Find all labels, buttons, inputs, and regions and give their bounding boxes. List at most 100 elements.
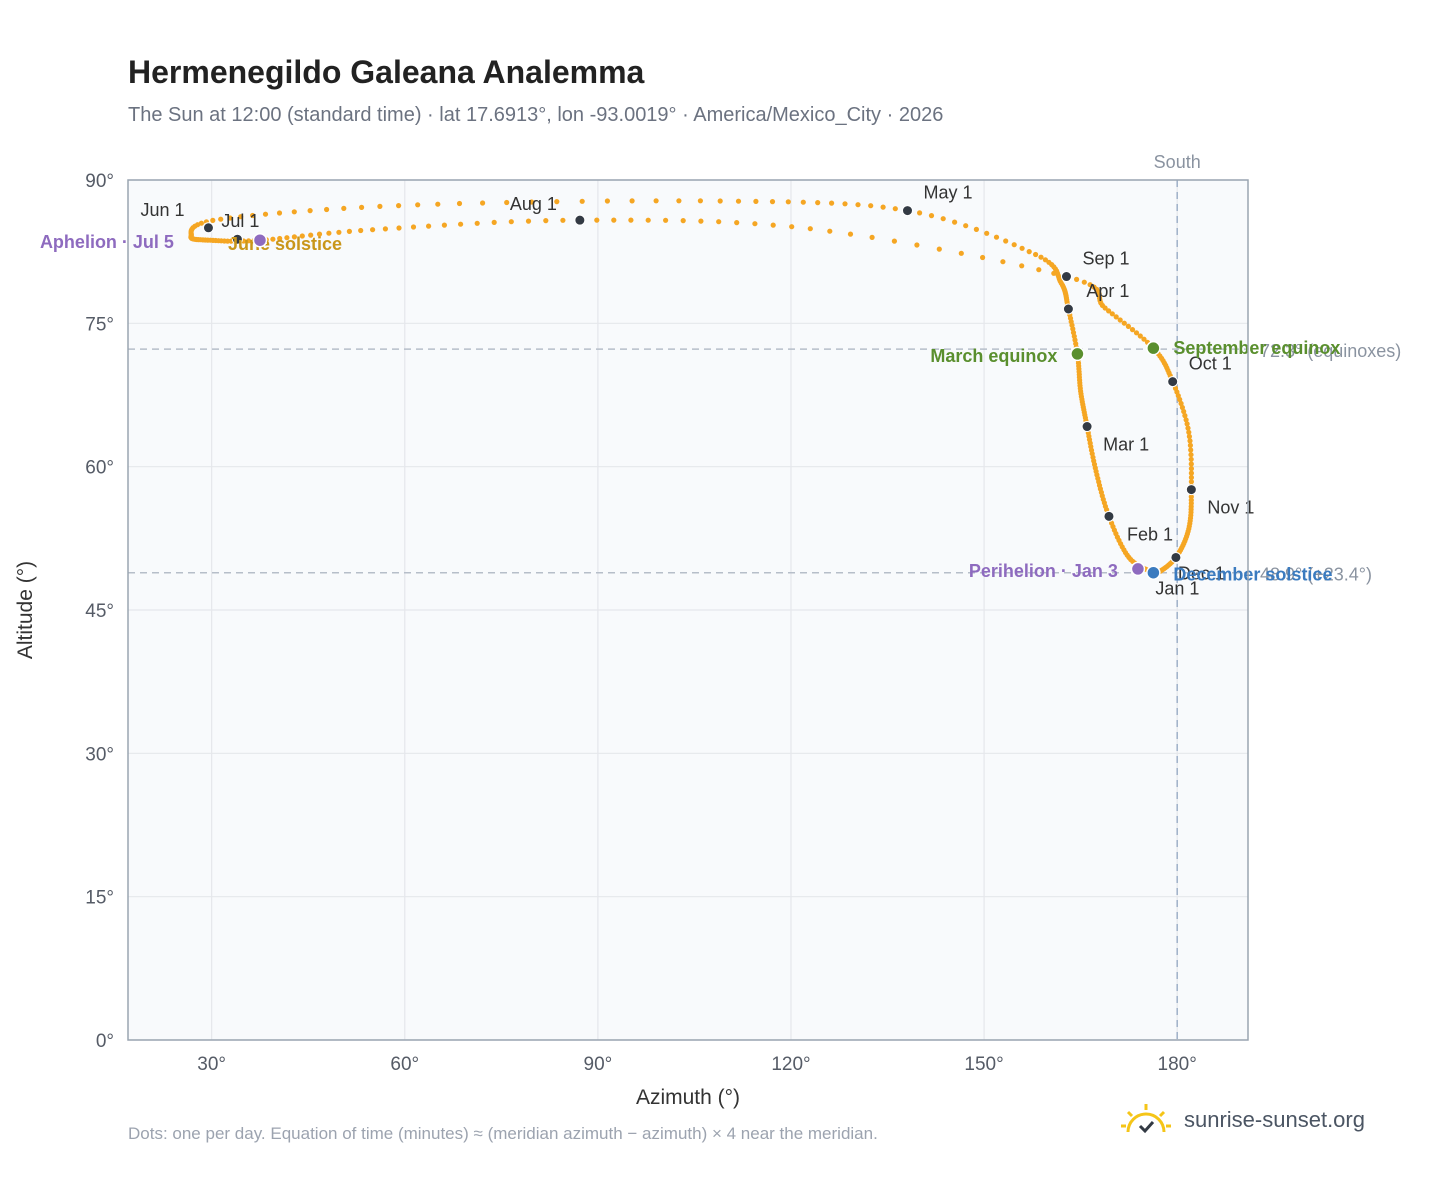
chart-title: Hermenegildo Galeana Analemma xyxy=(128,54,645,90)
brand-text: sunrise-sunset.org xyxy=(1184,1107,1365,1132)
event-markers: March equinox September equinox December s… xyxy=(40,232,1340,585)
daily-dot xyxy=(1102,305,1108,311)
reference-lines: South 72.3° (equinoxes) 48.9° (+23.4°) xyxy=(128,152,1401,1040)
daily-dot xyxy=(1011,242,1017,248)
daily-dot xyxy=(1184,421,1190,427)
daily-dot xyxy=(560,217,566,223)
footnote: Dots: one per day. Equation of time (min… xyxy=(128,1124,878,1143)
daily-dot xyxy=(611,217,617,223)
daily-dot xyxy=(308,232,314,238)
month-marker xyxy=(231,233,243,245)
daily-dot xyxy=(940,216,946,222)
daily-dot xyxy=(842,201,848,207)
daily-dot xyxy=(980,254,986,261)
daily-dot xyxy=(359,204,365,210)
daily-dot xyxy=(276,210,283,216)
daily-dot xyxy=(1109,311,1115,317)
daily-dot xyxy=(752,221,758,227)
daily-dot xyxy=(525,218,532,224)
event-label: December solstice xyxy=(1173,565,1332,585)
daily-dot xyxy=(769,199,776,205)
daily-dot xyxy=(307,208,313,214)
daily-dot xyxy=(246,238,252,244)
month-label: Jan 1 xyxy=(1155,579,1199,599)
daily-dot xyxy=(917,210,923,216)
daily-dot xyxy=(1081,279,1087,285)
daily-dot xyxy=(604,198,611,204)
daily-dot xyxy=(1188,456,1194,462)
daily-dot xyxy=(543,218,549,224)
daily-dot xyxy=(1187,438,1193,444)
daily-dot xyxy=(1051,270,1057,276)
daily-dot xyxy=(676,198,682,204)
daily-dot xyxy=(952,219,958,225)
month-markers: Jan 1 Feb 1 Mar 1 Apr 1 May 1 Jun 1 Jul 1 Aug 1… xyxy=(140,183,1254,599)
y-tick-label: 45° xyxy=(85,601,114,622)
daily-dot xyxy=(1038,254,1044,260)
daily-dot xyxy=(973,226,980,232)
daily-dot xyxy=(370,227,376,233)
daily-dot xyxy=(829,200,835,206)
event-marker xyxy=(1146,565,1161,580)
y-tick-label: 75° xyxy=(85,314,114,335)
daily-dot xyxy=(326,230,332,236)
daily-dot xyxy=(1188,452,1194,458)
daily-dot xyxy=(891,238,898,244)
daily-dot xyxy=(653,198,659,204)
daily-dot xyxy=(529,199,535,205)
daily-dot xyxy=(1074,276,1080,282)
daily-dot xyxy=(1177,396,1183,403)
month-label: May 1 xyxy=(923,183,972,203)
daily-dot xyxy=(1188,447,1194,453)
daily-dot xyxy=(1113,314,1119,320)
daily-dot xyxy=(1188,470,1194,476)
daily-dot xyxy=(1003,238,1009,244)
daily-dot xyxy=(1087,282,1093,288)
daily-dot xyxy=(594,217,600,223)
brand[interactable]: sunrise-sunset.org xyxy=(1120,1102,1365,1138)
daily-dot xyxy=(1188,474,1194,481)
daily-dot xyxy=(336,229,342,235)
daily-dot xyxy=(435,201,441,207)
y-tick-label: 90° xyxy=(85,171,114,192)
daily-dot xyxy=(1186,433,1192,440)
daily-dot xyxy=(227,215,233,221)
daily-dot xyxy=(396,225,402,231)
event-label: June solstice xyxy=(228,234,342,254)
daily-dot xyxy=(346,228,352,234)
daily-dot xyxy=(456,200,463,207)
daily-dot xyxy=(1188,461,1194,467)
event-marker xyxy=(1130,561,1146,577)
daily-dot xyxy=(377,203,383,209)
y-tick-label: 15° xyxy=(85,888,114,909)
daily-dot xyxy=(270,236,276,242)
month-label: Jun 1 xyxy=(140,200,184,220)
daily-dot xyxy=(785,199,791,205)
daily-dot xyxy=(1188,479,1194,485)
daily-dot xyxy=(928,213,935,219)
daily-dot xyxy=(984,230,990,236)
month-label: Dec 1 xyxy=(1178,563,1225,583)
daily-dot xyxy=(1181,408,1187,415)
daily-dot xyxy=(629,198,635,204)
meridian-label: South xyxy=(1154,152,1201,172)
daily-dot xyxy=(1182,413,1188,419)
daily-dot xyxy=(1117,317,1123,323)
month-label: Sep 1 xyxy=(1082,249,1129,269)
chart-subtitle: The Sun at 12:00 (standard time) · lat 1… xyxy=(128,104,944,126)
daily-dot xyxy=(426,223,432,229)
daily-dot xyxy=(892,206,898,212)
event-marker xyxy=(1070,346,1085,362)
month-label: Jul 1 xyxy=(221,211,259,231)
daily-dot xyxy=(868,203,874,209)
daily-dot xyxy=(396,203,402,209)
daily-dot xyxy=(734,220,740,226)
daily-dot xyxy=(869,234,875,240)
x-tick-label: 150° xyxy=(964,1054,1003,1075)
reference-label: 48.9° (+23.4°) xyxy=(1260,565,1372,585)
daily-dot xyxy=(770,222,776,228)
month-label: Oct 1 xyxy=(1189,354,1232,374)
month-label: Nov 1 xyxy=(1207,498,1254,518)
daily-dot xyxy=(1036,267,1042,273)
